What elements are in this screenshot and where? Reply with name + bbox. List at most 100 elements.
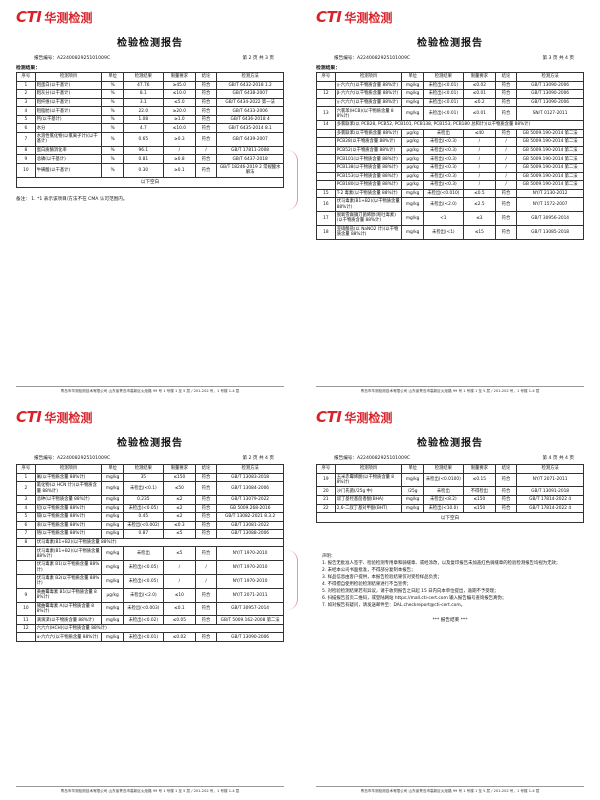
logo-name: 华测检测 xyxy=(44,11,93,25)
seal-edge xyxy=(287,550,298,610)
method-cell: GB/T 6433-2006 xyxy=(216,106,284,116)
limit-cell: ≤10.0 xyxy=(162,123,196,134)
verdict-cell: 符合 xyxy=(194,154,218,164)
method-cell: NY/T 2130-2012 xyxy=(516,188,584,199)
limit-cell: ≤10.0 xyxy=(162,89,196,99)
method-cell: GB 5009.190-2014 第二法 xyxy=(516,180,584,190)
table-head: 序号 检测项目 单位 检测结果 限量要求 结论 检测方法 xyxy=(316,464,584,474)
limit-cell: ≤2.5 xyxy=(462,197,496,213)
item-cell: γ-六六六(以干物质含量 88%计) xyxy=(334,97,403,108)
method-cell: GB/T 30957-2014 xyxy=(216,601,284,617)
result-row: 11 滴滴涕(以干物质含量 88%计) mg/kg 未检出(<0.02) ≤0.05 符合… xyxy=(16,615,284,625)
limit-cell: / xyxy=(162,573,196,589)
unit-cell: mg/kg xyxy=(401,106,424,122)
no-cell: 7 xyxy=(16,529,36,539)
method-cell: GB/T 13082-2021 8.3.2 xyxy=(216,512,284,522)
method-cell: GB/T 13090-2006 xyxy=(516,97,584,108)
results-table: 序号 检测项目 单位 检测结果 限量要求 结论 检测方法 γ-六六六(以干物质含量 88%计)… xyxy=(316,72,585,240)
result-row: 8 蛋白质酶消化率% 96.1// GB/T 17811-2008 xyxy=(16,145,284,156)
no-cell: 8 xyxy=(16,145,36,156)
limit-cell: ≤2 xyxy=(162,512,196,522)
group-cell: 六六六(HCH)(以干物质含量 88%计) xyxy=(34,623,285,634)
verdict-cell: / xyxy=(494,154,518,164)
item-cell: 脱氧雪腐镰刀菌烯醇(呕吐毒素)(以干物质含量 88%计) xyxy=(334,211,403,226)
limit-cell: ≤40 xyxy=(462,128,496,139)
result-row: 4 粗脂肪(以干基计)% 22.0 ≥20.0 符合 GB/T 6433-2006 xyxy=(16,106,284,116)
method-cell: GB 5009.190-2014 第二法 xyxy=(516,137,584,147)
result-cell: 未检出(<0.3) xyxy=(422,137,464,147)
result-row: 5 镉(以干物质含量 88%计) mg/kg 0.45 ≤2 符合 GB/T 13082-2… xyxy=(16,512,284,522)
limit-cell: ≤0.5 xyxy=(462,188,496,199)
method-cell: GB/T 13090-2006 xyxy=(516,89,584,99)
result-cell: 1.08 xyxy=(122,114,164,125)
header-cell: 单位 xyxy=(101,464,124,474)
report-end: *** 报告结束 *** xyxy=(432,618,468,624)
item-cell: PCB153(以干物质含量 88%计) xyxy=(334,171,403,182)
verdict-cell: / xyxy=(494,137,518,147)
limit-cell: ≥20.0 xyxy=(162,106,196,116)
logo: CTI 华测检测 xyxy=(16,408,284,426)
item-cell: 黄曲霉毒素 B1(以干物质含量 88%计) xyxy=(34,587,103,603)
method-cell: NY/T 2071-2011 xyxy=(216,587,284,603)
header-cell: 序号 xyxy=(316,464,336,474)
result-cell: 0.45 xyxy=(122,512,164,522)
result-cell: 未检出(<0.3) xyxy=(422,180,464,190)
verdict-cell: / xyxy=(194,573,218,589)
report-number: 报告编号：A2240082925101009C xyxy=(334,56,411,61)
item-cell: 粗蛋白(以干基计) xyxy=(34,80,103,91)
result-row: γ-六六六(以干物质含量 88%计) mg/kg 未检出(<0.01) ≤0.2 符合 G… xyxy=(316,97,584,108)
unit-cell: mg/kg xyxy=(401,188,424,199)
group-cell: 伏马毒素(B1+B2)(以干物质含量 88%计) xyxy=(34,537,285,548)
no-cell xyxy=(316,171,336,182)
no-cell: 11 xyxy=(16,615,36,625)
limit-cell: ≥45.0 xyxy=(162,80,196,91)
item-cell: 伏马毒素 B2(以干物质含量 88%计) xyxy=(34,573,103,589)
limit-cell: ≥0.8 xyxy=(162,154,196,164)
page-number: 第 2 页 共 4 页 xyxy=(242,456,274,461)
limit-cell: ≤50 xyxy=(162,481,196,496)
item-cell: 汞(以干物质含量 88%计) xyxy=(34,520,103,531)
report-meta: 报告编号：A2240082925101009C 第 4 页 共 4 页 xyxy=(334,455,574,461)
item-cell: 氟(以干物质含量 88%计) xyxy=(34,472,103,483)
result-cell: 35 xyxy=(122,472,164,483)
unit-cell: mg/kg xyxy=(401,494,424,505)
no-cell: 10 xyxy=(16,162,36,178)
unit-cell: mg/kg xyxy=(401,80,424,91)
table-head: 序号 检测项目 单位 检测结果 限量要求 结论 检测方法 xyxy=(16,72,284,82)
header-cell: 限量要求 xyxy=(462,72,496,82)
report-page: CTI 华测检测 检验检测报告 报告编号：A2240082925101009C 第 2 … xyxy=(0,0,300,400)
report-page: CTI 华测检测 检验检测报告 报告编号：A2240082925101009C 第 2 … xyxy=(0,400,300,800)
item-cell: 滴滴涕(以干物质含量 88%计) xyxy=(34,615,103,625)
header-cell: 检测结果 xyxy=(422,464,464,474)
method-cell: GB/T 30956-2014 xyxy=(516,211,584,226)
limit-cell: / xyxy=(162,560,196,575)
limit-cell: ≤0.01 xyxy=(462,89,496,99)
result-row: 3 总砷(以干物质含量 88%计) mg/kg 0.235 ≤2 符合 GB/T 13079… xyxy=(16,494,284,505)
verdict-cell: 符合 xyxy=(494,106,518,122)
result-cell: 未检出(<0.010) xyxy=(422,188,464,199)
no-cell: 19 xyxy=(316,472,336,488)
method-cell: GB/T 17814-2022 4 xyxy=(516,503,584,514)
verdict-cell: 符合 xyxy=(194,89,218,99)
limit-cell: ≤2 xyxy=(162,503,196,514)
logo-mark: CTI xyxy=(16,8,42,26)
result-row: 15 T-2 毒素(以干物质含量 88%计) mg/kg 未检出(<0.010) ≤0.… xyxy=(316,188,584,199)
unit-cell: μg/kg xyxy=(401,154,424,164)
verdict-cell: 符合 xyxy=(194,123,218,134)
no-cell: 20 xyxy=(316,486,336,496)
verdict-cell: 符合 xyxy=(194,632,218,643)
page-footer: 青岛市华测检测技术有限公司 山东省青岛市高新区火炬路 99 号 1 号楼 1 至… xyxy=(316,786,584,794)
result-cell: 未检出(<0.002) xyxy=(122,520,164,531)
no-cell xyxy=(316,128,336,139)
method-cell: NY/T 1970-2010 xyxy=(216,560,284,575)
item-cell: 总砷(以干物质含量 88%计) xyxy=(34,494,103,505)
header-cell: 结论 xyxy=(494,72,518,82)
result-cell: 未检出(<2.0) xyxy=(122,587,164,603)
unit-cell: mg/kg xyxy=(101,601,124,617)
method-cell: GB/T 6439-2007 xyxy=(216,132,284,147)
result-cell: 未检出(<0.3) xyxy=(422,171,464,182)
method-cell: GB/T 6437-2018 xyxy=(216,154,284,164)
verdict-cell: 符合 xyxy=(194,512,218,522)
header-cell: 检测方法 xyxy=(516,72,584,82)
result-row: 22 2,6-二叔丁基对甲酚(BHT) mg/kg 未检出(<10.0) ≤150 符合 G… xyxy=(316,503,584,514)
